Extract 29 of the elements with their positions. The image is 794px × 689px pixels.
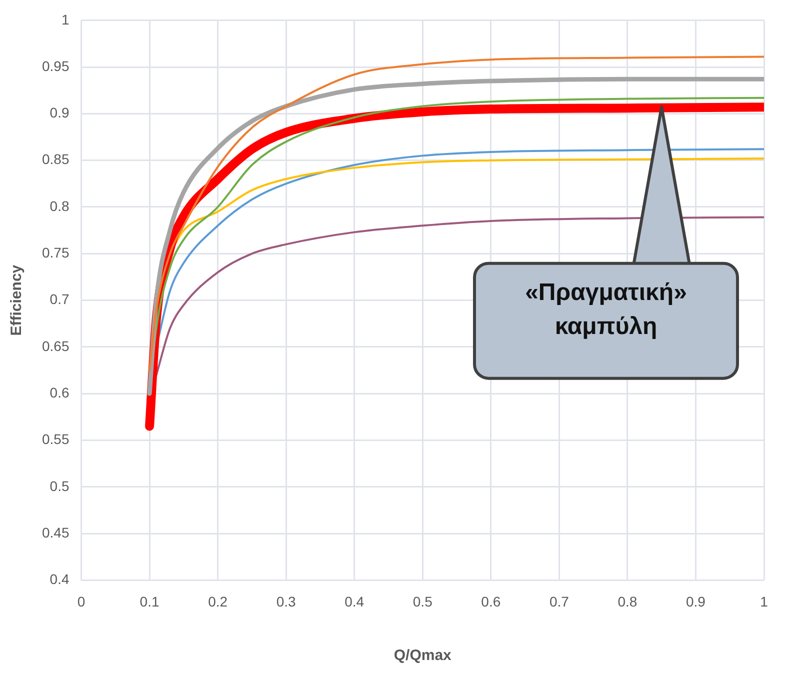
- x-tick-label: 0.8: [618, 593, 638, 610]
- y-tick-label: 0.8: [50, 198, 70, 214]
- annotation: «Πραγματική» καμπύλη: [524, 278, 688, 342]
- x-tick-label: 0.1: [140, 593, 160, 610]
- x-tick-label: 0.6: [481, 593, 501, 610]
- y-tick-label: 0.6: [50, 384, 70, 400]
- y-tick-label: 0.45: [42, 524, 70, 540]
- y-tick-label: 0.95: [42, 58, 70, 74]
- x-tick-label: 0.4: [344, 593, 364, 610]
- y-tick-label: 1: [61, 11, 70, 28]
- y-tick-label: 0.75: [42, 244, 70, 261]
- y-tick-label: 0.4: [50, 571, 70, 588]
- y-tick-label: 0.85: [42, 151, 70, 168]
- x-tick-label: 0.2: [208, 593, 228, 610]
- line-series: [155, 216, 764, 376]
- callout-box: «Πραγματική» καμπύλη: [473, 105, 739, 380]
- x-tick-label: 0: [77, 593, 86, 610]
- x-tick-label: 0.3: [276, 593, 296, 610]
- x-tick-label: 0.7: [549, 593, 570, 610]
- y-tick-label: 0.7: [50, 291, 70, 308]
- y-axis-title: Efficiency: [8, 264, 26, 336]
- x-axis-title: Q/Qmax: [394, 647, 452, 664]
- y-tick-label: 0.5: [50, 478, 70, 494]
- x-tick-label: 1: [760, 593, 768, 610]
- x-tick-label: 0.5: [412, 593, 433, 610]
- x-tick-label: 0.9: [686, 593, 706, 610]
- y-tick-label: 0.55: [42, 431, 70, 448]
- y-tick-label: 0.65: [42, 338, 70, 354]
- y-tick-label: 0.9: [50, 104, 70, 121]
